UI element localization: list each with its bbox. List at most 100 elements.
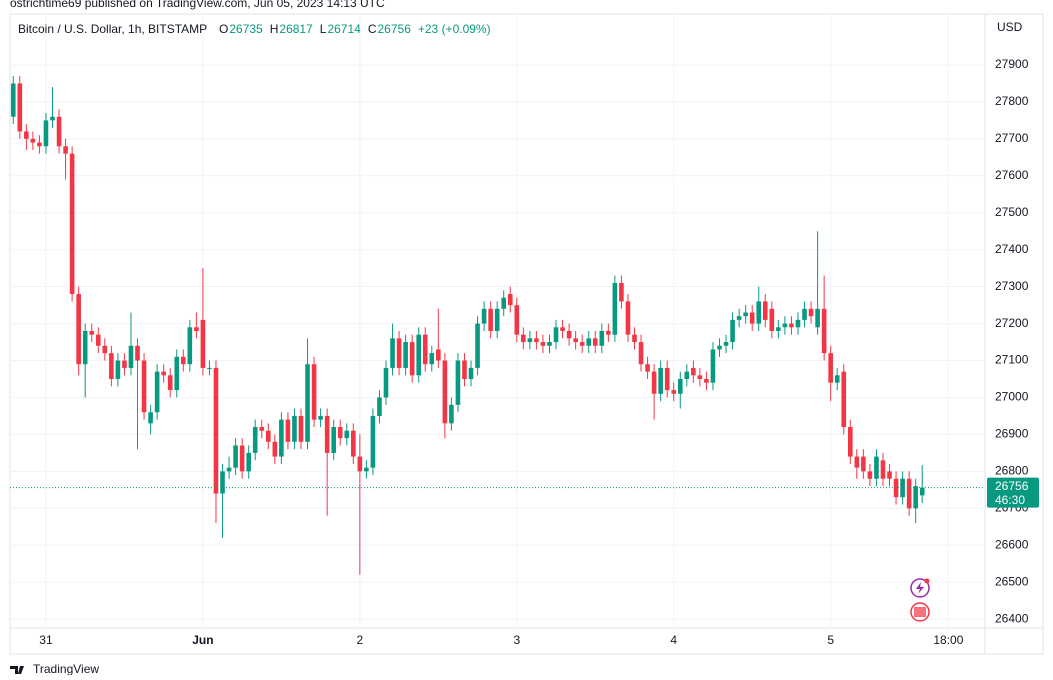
candle-body <box>579 342 585 346</box>
candle-body <box>834 375 840 383</box>
icon <box>914 607 926 617</box>
candle-body <box>344 430 350 439</box>
candle-body <box>638 342 644 365</box>
ohlc-legend: O 26735 H 26817 L 26714 C 26756 +23 (+0.09%) <box>219 22 491 36</box>
candle-body <box>861 456 866 472</box>
candle-body <box>10 83 16 117</box>
candle-body <box>63 146 68 154</box>
candle-body <box>135 345 140 361</box>
candle-body <box>246 452 251 472</box>
ohlc-value: 26756 <box>378 22 412 36</box>
candle-body <box>141 360 147 413</box>
candle-body <box>671 390 677 394</box>
candle-body <box>717 345 722 350</box>
candle-body <box>710 349 716 383</box>
candle-body <box>194 327 199 331</box>
candle-body <box>632 334 637 343</box>
price-tag <box>987 477 1039 508</box>
candle-body <box>213 367 219 494</box>
logo-text: TradingView <box>33 662 99 675</box>
candle-body <box>187 327 193 365</box>
publisher: ostrichtime69 published on TradingView.c… <box>10 0 385 10</box>
candle-body <box>547 342 552 346</box>
candle-body <box>828 353 833 383</box>
candle-body <box>69 153 75 295</box>
candle-body <box>324 415 330 453</box>
candle-body <box>422 334 428 365</box>
y-tick-label: 27200 <box>995 316 1029 330</box>
candle-body <box>383 367 389 398</box>
candle-body <box>913 486 918 509</box>
candle-body <box>566 330 572 339</box>
candle-body <box>821 308 827 354</box>
candle-body <box>651 371 657 394</box>
candle-body <box>364 467 369 472</box>
ohlc-key: H <box>270 22 279 36</box>
candle-body <box>736 316 742 320</box>
y-tick-label: 27100 <box>995 353 1029 367</box>
candle-body <box>573 338 578 343</box>
candle-body <box>612 282 618 335</box>
candle-body <box>167 375 173 391</box>
candle-body <box>442 360 448 424</box>
candle-body <box>874 456 879 479</box>
candle-body <box>403 342 408 368</box>
candle-body <box>122 360 127 368</box>
candle-body <box>24 131 29 139</box>
candle-body <box>749 312 755 324</box>
icon <box>910 578 930 598</box>
candle-body <box>808 308 814 317</box>
x-tick-label: 2 <box>357 633 364 647</box>
candle-body <box>43 120 49 147</box>
candle-body <box>239 445 245 472</box>
y-tick-label: 26900 <box>995 427 1029 441</box>
candle-body <box>285 419 291 442</box>
x-tick-label: 5 <box>827 633 834 647</box>
candle-body <box>475 323 480 368</box>
candle-body <box>102 345 108 354</box>
y-tick-label: 27400 <box>995 242 1029 256</box>
candle-body <box>887 471 892 479</box>
candle-body <box>684 371 690 380</box>
y-tick-label: 27000 <box>995 390 1029 404</box>
candle-body <box>357 456 363 472</box>
candle-body <box>553 327 559 343</box>
frame <box>9 13 1044 655</box>
candle-body <box>82 330 88 365</box>
y-tick-label: 27900 <box>995 57 1029 71</box>
candle-body <box>259 427 265 431</box>
currency: USD <box>997 20 1023 34</box>
candle-body <box>488 308 493 331</box>
candle-body <box>416 334 422 376</box>
candle-body <box>507 294 513 306</box>
y-tick-label: 27300 <box>995 279 1029 293</box>
candle-body <box>645 364 650 372</box>
candle-body <box>109 353 114 380</box>
candle-body <box>396 338 402 368</box>
candle-body <box>841 371 847 428</box>
candle-body <box>619 282 624 302</box>
y-tick-label: 27500 <box>995 205 1029 219</box>
candle-body <box>220 471 225 494</box>
y-tick-label: 26400 <box>995 611 1029 625</box>
x-tick-label: Jun <box>192 633 213 647</box>
candle-body <box>540 342 546 346</box>
candle-body <box>154 371 160 413</box>
candle-body <box>521 334 526 343</box>
candle-body <box>265 430 271 442</box>
candle-body <box>501 297 507 309</box>
candle-body <box>292 415 297 442</box>
change: +23 (+0.09%) <box>418 22 491 36</box>
candle-body <box>128 345 134 368</box>
ohlc-value: 26817 <box>279 22 313 36</box>
candle-body <box>789 323 794 328</box>
candle-body <box>377 397 382 416</box>
candle-body <box>697 375 703 380</box>
candle-body <box>893 478 899 498</box>
candle-body <box>527 338 533 343</box>
candle-body <box>318 415 323 420</box>
candle-body <box>677 379 683 394</box>
candle-body <box>756 301 762 324</box>
x-tick-label: 4 <box>670 633 677 647</box>
